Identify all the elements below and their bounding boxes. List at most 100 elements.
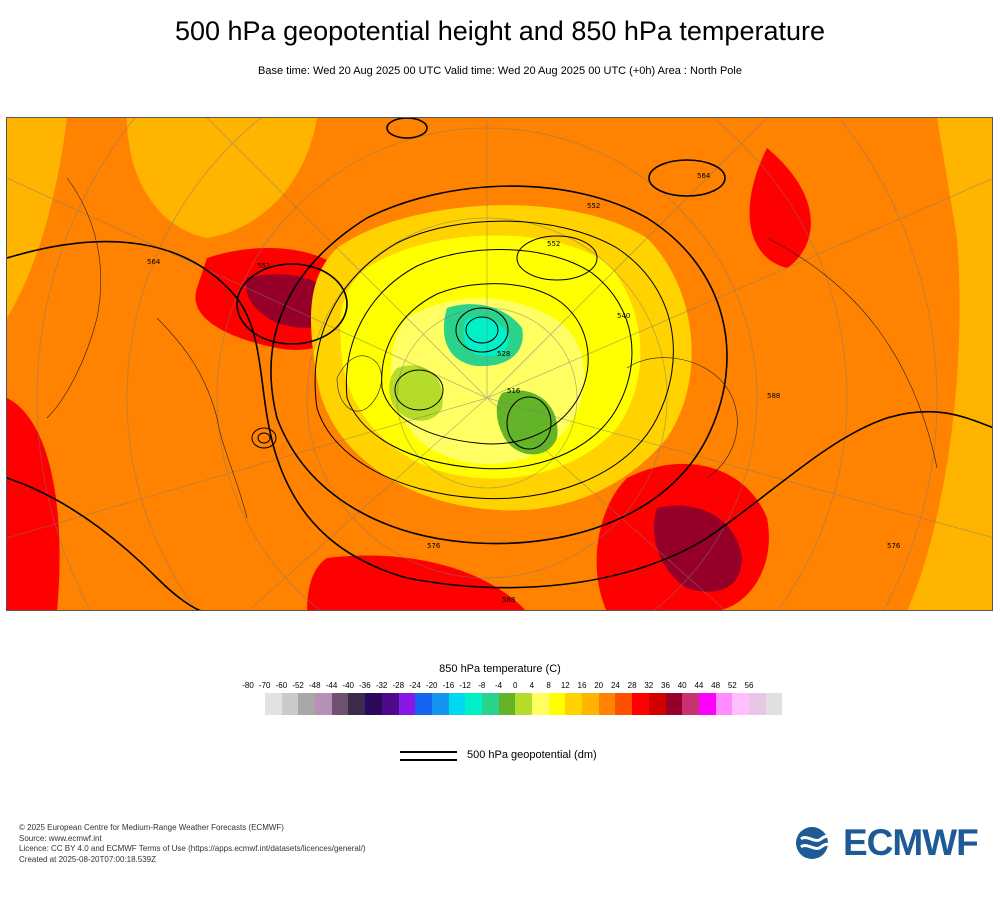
contour-label: 588: [502, 596, 515, 604]
copyright-text: © 2025 European Centre for Medium-Range …: [19, 823, 284, 832]
legend-tick-label: 24: [610, 681, 620, 690]
legend-tick-label: 36: [661, 681, 670, 690]
legend-tick-label: -36: [359, 681, 371, 690]
legend-swatch: [331, 693, 349, 715]
legend-tick-label: 52: [727, 681, 737, 690]
legend-swatch: [765, 693, 783, 715]
legend-tick-label: -32: [375, 681, 388, 690]
legend-tick-label: -12: [459, 681, 471, 690]
legend-swatch: [648, 693, 666, 715]
legend-swatch: [348, 693, 366, 715]
line-legend-label: 500 hPa geopotential (dm): [467, 749, 597, 761]
contour-label: 576: [887, 542, 901, 550]
graticule: [7, 118, 992, 610]
legend-swatch: [748, 693, 766, 715]
contour-label: 564: [697, 172, 711, 180]
legend-swatch: [615, 693, 633, 715]
legend-tick-label: 8: [546, 681, 551, 690]
legend-tick-label: 56: [744, 681, 754, 690]
contour-label: 576: [427, 542, 441, 550]
legend-swatch: [315, 693, 332, 715]
warm-zone-north: [127, 118, 317, 238]
legend-swatch: [415, 693, 432, 715]
legend-tick-label: -4: [494, 681, 503, 690]
legend-tick-label: -16: [442, 681, 455, 690]
legend-tick-label: -40: [342, 681, 354, 690]
legend-tick-label: 20: [594, 681, 604, 690]
legend-swatch: [465, 693, 482, 715]
cold-core-2: [389, 365, 443, 421]
legend-swatch: [481, 693, 499, 715]
legend-swatch: [598, 693, 616, 715]
legend-tick-label: -80: [242, 681, 254, 690]
legend-swatch: [548, 693, 566, 715]
ecmwf-logo-mark: [796, 827, 839, 859]
legend-swatch: [732, 693, 749, 715]
legend-tick-label: 28: [627, 681, 637, 690]
chart-title: 500 hPa geopotential height and 850 hPa …: [174, 16, 825, 46]
legend-swatch: [682, 693, 699, 715]
legend-tick-label: -8: [478, 681, 486, 690]
legend-swatch: [265, 693, 282, 715]
contour-label: 564: [147, 258, 161, 266]
legend-swatch: [698, 693, 716, 715]
legend-tick-label: -52: [292, 681, 304, 690]
geopotential-contours: [7, 118, 992, 610]
legend-swatch: [665, 693, 683, 715]
north-pole-map: 564 576 588 552 540 528 516 576 588 552 …: [6, 117, 993, 611]
created-text: Created at 2025-08-20T07:00:18.539Z: [19, 854, 156, 864]
contour-label: 552: [587, 202, 600, 210]
legend-swatch: [281, 693, 299, 715]
legend-swatch: [582, 693, 599, 715]
contour-label: 516: [507, 387, 521, 395]
legend-tick-label: 40: [677, 681, 687, 690]
ecmwf-logo-text: ECMWF: [843, 822, 979, 863]
legend-tick-label: -28: [392, 681, 405, 690]
legend-ticks: -80 -70 -60 -52 -48 -44 -40 -36 -32 -28 -24 -20 -16-…: [0, 681, 1000, 693]
legend-tick-label: 32: [644, 681, 654, 690]
legend-tick-label: 4: [529, 681, 535, 690]
source-text: Source: www.ecmwf.int: [19, 833, 102, 843]
chart-subtitle: Base time: Wed 20 Aug 2025 00 UTC Valid …: [258, 65, 742, 77]
legend-swatch: [498, 693, 516, 715]
legend-swatch: [632, 693, 649, 715]
warm-zone-east: [907, 118, 992, 610]
hot-region-4: [749, 148, 811, 268]
contour-label: 540: [617, 312, 630, 320]
legend-swatch: [515, 693, 532, 715]
contour-label: 552: [547, 240, 560, 248]
legend-tick-label: 16: [577, 681, 587, 690]
line-sample-thick: [400, 759, 457, 761]
legend-colorbar: [265, 693, 783, 715]
legend-tick-label: 0: [512, 681, 518, 690]
legend-tick-label: -20: [425, 681, 438, 690]
licence-text: Licence: CC BY 4.0 and ECMWF Terms of Us…: [19, 844, 366, 853]
legend-tick-label: -48: [309, 681, 321, 690]
credits: © 2025 European Centre for Medium-Range …: [19, 823, 366, 865]
legend-swatch: [398, 693, 416, 715]
legend-swatch: [565, 693, 583, 715]
hot-region-3: [7, 398, 60, 610]
line-sample-thin: [400, 751, 457, 753]
legend-tick-label: 44: [694, 681, 704, 690]
hot-region-5: [307, 555, 525, 610]
legend-swatch: [532, 693, 549, 715]
legend-swatch: [715, 693, 733, 715]
legend-tick-label: -24: [409, 681, 421, 690]
contour-label: 588: [767, 392, 780, 400]
legend-swatch: [448, 693, 466, 715]
contour-label: 528: [497, 350, 510, 358]
legend-title: 850 hPa temperature (C): [439, 663, 561, 675]
contour-label: 552: [257, 262, 270, 270]
warm-zone-west: [7, 118, 67, 318]
legend-swatch: [431, 693, 449, 715]
legend-swatch: [298, 693, 316, 715]
map-canvas: 564 576 588 552 540 528 516 576 588 552 …: [7, 118, 992, 610]
legend-swatch: [381, 693, 399, 715]
very-hot-core-2: [653, 505, 742, 592]
legend-swatch: [365, 693, 382, 715]
legend-tick-label: 48: [711, 681, 721, 690]
legend-tick-label: 12: [560, 681, 570, 690]
legend-tick-label: -60: [275, 681, 288, 690]
contour-labels: 564 576 588 552 540 528 516 576 588 552 …: [147, 172, 901, 604]
